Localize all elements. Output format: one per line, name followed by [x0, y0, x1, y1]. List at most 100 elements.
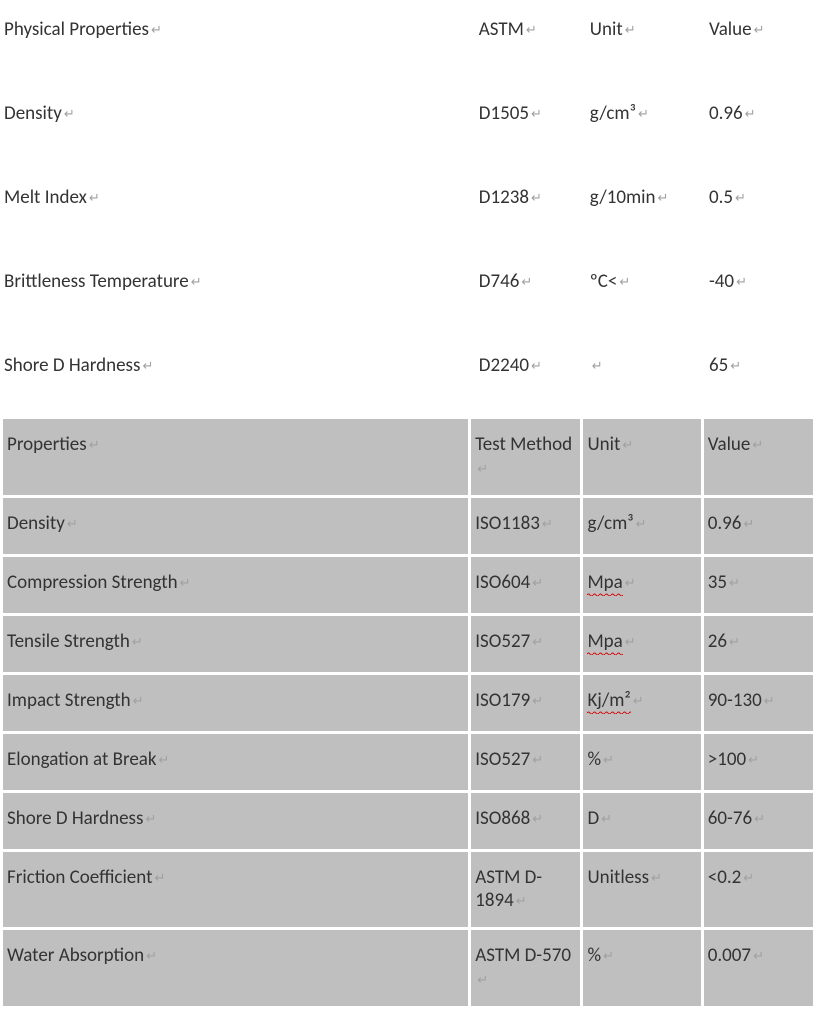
cell-c3: Kj/m²↵ [583, 675, 700, 731]
cell-text: ISO1183 [475, 512, 540, 535]
cell-c2: ISO868↵ [471, 793, 580, 849]
cell-text: 65 [709, 354, 728, 377]
cell-text: ISO179 [475, 689, 530, 712]
cell-text: Elongation at Break [7, 748, 157, 771]
cell-c4: 65↵ [705, 336, 816, 420]
cell-c3: g/cm³↵ [583, 498, 700, 554]
cell-text: % [587, 944, 601, 967]
return-mark-icon: ↵ [89, 191, 100, 207]
cell-text: Compression Strength [7, 571, 178, 594]
cell-text: Shore D Hardness [4, 354, 140, 377]
cell-end-mark-icon: ↵ [532, 694, 543, 710]
cell-text: Tensile Strength [7, 630, 130, 653]
table-row: Compression Strength↵ISO604↵Mpa↵35↵ [3, 557, 813, 613]
cell-text: D746 [479, 270, 520, 293]
header-value: Value↵ [704, 419, 813, 495]
header-property: Properties↵ [3, 419, 468, 495]
cell-end-mark-icon: ↵ [477, 973, 488, 989]
cell-end-mark-icon: ↵ [146, 949, 157, 965]
cell-c3: %↵ [583, 734, 700, 790]
table-header-row: Physical Properties↵ ASTM↵ Unit↵ Value↵ [0, 0, 816, 84]
cell-c2: ISO179↵ [471, 675, 580, 731]
cell-end-mark-icon: ↵ [516, 894, 527, 910]
cell-end-mark-icon: ↵ [532, 812, 543, 828]
cell-c1: Melt Index↵ [0, 168, 475, 252]
cell-end-mark-icon: ↵ [159, 753, 170, 769]
cell-end-mark-icon: ↵ [633, 694, 644, 710]
cell-text: Brittleness Temperature [4, 270, 189, 293]
return-mark-icon: ↵ [521, 275, 532, 291]
cell-c2: ISO527↵ [471, 734, 580, 790]
cell-end-mark-icon: ↵ [477, 462, 488, 478]
cell-end-mark-icon: ↵ [67, 517, 78, 533]
cell-text: 0.5 [709, 186, 733, 209]
cell-end-mark-icon: ↵ [601, 812, 612, 828]
cell-c4: 0.007↵ [704, 930, 813, 1006]
return-mark-icon: ↵ [64, 107, 75, 123]
return-mark-icon: ↵ [735, 191, 746, 207]
cell-text: D1505 [479, 102, 529, 125]
properties-table: Properties↵ Test Method↵ Unit↵ Value↵ De… [0, 416, 833, 1009]
cell-end-mark-icon: ↵ [651, 871, 662, 887]
header-property: Physical Properties↵ [0, 0, 475, 84]
cell-text: Density [4, 102, 62, 125]
cell-c1: Density↵ [3, 498, 468, 554]
header-unit: Unit↵ [583, 419, 700, 495]
header-unit: Unit↵ [586, 0, 705, 84]
return-mark-icon: ↵ [658, 191, 669, 207]
cell-c3: g/10min↵ [586, 168, 705, 252]
cell-c1: Elongation at Break↵ [3, 734, 468, 790]
cell-end-mark-icon: ↵ [753, 949, 764, 965]
return-mark-icon: ↵ [730, 359, 741, 375]
cell-text: D2240 [479, 354, 529, 377]
cell-c4: 26↵ [704, 616, 813, 672]
cell-c4: 60-76↵ [704, 793, 813, 849]
cell-text: Water Absorption [7, 944, 144, 967]
table-row: Shore D Hardness↵ISO868↵D↵60-76↵ [3, 793, 813, 849]
cell-end-mark-icon: ↵ [145, 812, 156, 828]
cell-c4: 35↵ [704, 557, 813, 613]
cell-c4: 90-130↵ [704, 675, 813, 731]
cell-c3: g/cm³↵ [586, 84, 705, 168]
cell-c2: D746↵ [475, 252, 586, 336]
table-row: Density↵ISO1183↵g/cm³↵0.96↵ [3, 498, 813, 554]
table-row: Tensile Strength↵ISO527↵Mpa↵26↵ [3, 616, 813, 672]
cell-end-mark-icon: ↵ [743, 871, 754, 887]
cell-c2: ISO1183↵ [471, 498, 580, 554]
return-mark-icon: ↵ [625, 23, 636, 39]
cell-c1: Brittleness Temperature↵ [0, 252, 475, 336]
cell-c2: ISO604↵ [471, 557, 580, 613]
cell-end-mark-icon: ↵ [154, 871, 165, 887]
cell-c4: 0.96↵ [705, 84, 816, 168]
cell-end-mark-icon: ↵ [743, 517, 754, 533]
cell-text: <0.2 [708, 866, 742, 889]
cell-end-mark-icon: ↵ [133, 694, 144, 710]
cell-end-mark-icon: ↵ [636, 517, 647, 533]
table-row: Brittleness Temperature↵D746↵ºC<↵-40↵ [0, 252, 816, 336]
cell-end-mark-icon: ↵ [748, 753, 759, 769]
cell-end-mark-icon: ↵ [532, 753, 543, 769]
cell-text: 0.96 [709, 102, 743, 125]
cell-c1: Density↵ [0, 84, 475, 168]
table-row: Elongation at Break↵ISO527↵ %↵>100↵ [3, 734, 813, 790]
return-mark-icon: ↵ [619, 275, 630, 291]
return-mark-icon: ↵ [638, 107, 649, 123]
cell-c4: 0.5↵ [705, 168, 816, 252]
table-row: Melt Index↵D1238↵g/10min↵0.5↵ [0, 168, 816, 252]
return-mark-icon: ↵ [745, 107, 756, 123]
return-mark-icon: ↵ [531, 107, 542, 123]
cell-c1: Friction Coefficient↵ [3, 852, 468, 928]
cell-text: -40 [709, 270, 734, 293]
cell-text: ISO527 [475, 748, 530, 771]
return-mark-icon: ↵ [592, 359, 603, 375]
cell-text: 0.007 [708, 944, 751, 967]
cell-end-mark-icon: ↵ [729, 576, 740, 592]
cell-end-mark-icon: ↵ [180, 576, 191, 592]
cell-end-mark-icon: ↵ [132, 635, 143, 651]
table-row: Friction Coefficient↵ASTM D-1894↵Unitles… [3, 852, 813, 928]
cell-text: Mpa [587, 571, 622, 596]
cell-c2: ISO527↵ [471, 616, 580, 672]
return-mark-icon: ↵ [754, 23, 765, 39]
return-mark-icon: ↵ [191, 275, 202, 291]
cell-text: % [587, 748, 601, 771]
